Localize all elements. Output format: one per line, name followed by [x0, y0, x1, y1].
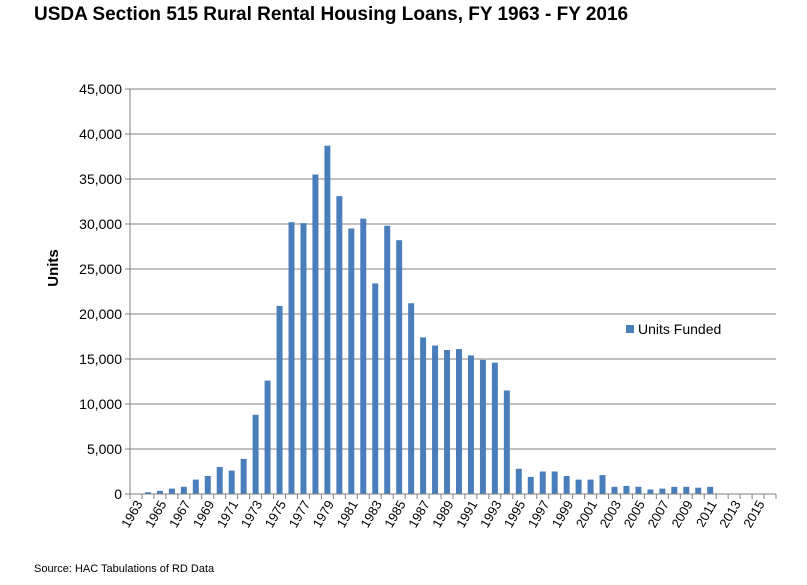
x-tick-label: 2015 — [740, 498, 767, 531]
axes — [129, 89, 777, 499]
y-tick-label: 20,000 — [79, 306, 122, 322]
bar-1989 — [444, 350, 451, 494]
x-tick-label: 1973 — [238, 498, 265, 531]
bar-1978 — [312, 174, 319, 494]
bar-1971 — [228, 470, 235, 494]
x-tick-label: 1971 — [214, 498, 241, 531]
bar-1986 — [408, 303, 415, 494]
bar-1999 — [563, 476, 570, 494]
x-tick-label: 1981 — [333, 498, 360, 531]
bar-2006 — [647, 489, 654, 494]
x-tick-label: 1995 — [501, 498, 528, 531]
bar-1967 — [180, 486, 187, 494]
bar-1964 — [144, 492, 151, 494]
bar-1977 — [300, 223, 307, 494]
x-tick-label: 2001 — [573, 498, 600, 531]
y-tick-label: 30,000 — [79, 216, 122, 232]
bar-2009 — [683, 486, 690, 494]
bar-2003 — [611, 486, 618, 494]
y-tick-label: 0 — [114, 486, 122, 502]
bar-2000 — [575, 479, 582, 494]
x-tick-label: 1975 — [262, 498, 289, 531]
bar-1968 — [192, 479, 199, 494]
x-tick-label: 1969 — [190, 498, 217, 531]
x-tick-label: 2007 — [644, 498, 671, 531]
bar-1983 — [372, 283, 379, 494]
bar-1987 — [420, 337, 427, 494]
y-tick-label: 40,000 — [79, 126, 122, 142]
bar-1973 — [252, 414, 259, 494]
bar-2007 — [659, 488, 666, 494]
gridlines — [130, 88, 776, 450]
x-tick-label: 1987 — [405, 498, 432, 531]
bar-1996 — [527, 476, 534, 494]
x-tick-labels: 1963196519671969197119731975197719791981… — [118, 498, 768, 531]
bar-1998 — [551, 471, 558, 494]
source-note: Source: HAC Tabulations of RD Data — [34, 563, 215, 575]
y-tick-label: 15,000 — [79, 351, 122, 367]
y-tick-label: 5,000 — [87, 441, 122, 457]
x-tick-label: 1991 — [453, 498, 480, 531]
bars — [132, 145, 714, 495]
y-axis-label: Units — [45, 249, 62, 287]
x-tick-label: 1983 — [357, 498, 384, 531]
bar-1966 — [168, 488, 175, 494]
bar-1972 — [240, 458, 247, 494]
bar-2010 — [695, 487, 702, 494]
bar-1981 — [348, 228, 355, 494]
bar-1969 — [204, 476, 211, 494]
bar-1997 — [539, 471, 546, 494]
bar-1985 — [396, 240, 403, 494]
x-tick-label: 2013 — [716, 498, 743, 531]
legend-swatch — [626, 325, 634, 333]
x-tick-label: 1967 — [166, 498, 193, 531]
y-tick-label: 45,000 — [79, 81, 122, 97]
x-tick-label: 1993 — [477, 498, 504, 531]
bar-1984 — [384, 225, 391, 495]
x-tick-label: 1999 — [549, 498, 576, 531]
bar-1993 — [491, 362, 498, 494]
y-tick-label: 35,000 — [79, 171, 122, 187]
x-tick-label: 2005 — [621, 498, 648, 531]
x-tick-label: 2011 — [693, 498, 720, 530]
bar-2011 — [707, 486, 714, 494]
x-tick-label: 1989 — [429, 498, 456, 531]
chart-title: USDA Section 515 Rural Rental Housing Lo… — [34, 4, 629, 25]
bar-2001 — [587, 479, 594, 494]
bar-1976 — [288, 222, 295, 494]
legend: Units Funded — [626, 321, 721, 337]
bar-1995 — [515, 468, 522, 494]
bar-1980 — [336, 196, 343, 494]
bar-1970 — [216, 467, 223, 494]
bar-1994 — [503, 390, 510, 494]
x-tick-label: 1963 — [118, 498, 145, 531]
y-tick-label: 25,000 — [79, 261, 122, 277]
bar-1990 — [455, 349, 462, 494]
bar-1988 — [432, 345, 439, 494]
bar-1992 — [479, 359, 486, 494]
bar-1979 — [324, 145, 331, 494]
bar-2008 — [671, 486, 678, 494]
bar-1974 — [264, 380, 271, 494]
y-tick-labels: 0 5,000 10,000 15,000 20,000 25,000 30,000 35,0… — [79, 81, 130, 502]
x-tick-label: 2009 — [668, 498, 695, 531]
x-tick-label: 1977 — [286, 498, 313, 531]
x-tick-label: 1979 — [310, 498, 337, 531]
legend-label-units-funded: Units Funded — [638, 321, 721, 337]
x-tick-label: 1985 — [381, 498, 408, 531]
x-tick-label: 2003 — [597, 498, 624, 531]
bar-2002 — [599, 475, 606, 494]
bar-1982 — [360, 218, 367, 494]
x-tick-label: 1997 — [525, 498, 552, 531]
bar-2005 — [635, 486, 642, 494]
bar-2004 — [623, 485, 630, 494]
bar-1975 — [276, 305, 283, 494]
x-tick-label: 1965 — [142, 498, 169, 531]
bar-1965 — [156, 490, 163, 494]
y-tick-label: 10,000 — [79, 396, 122, 412]
bar-1991 — [467, 355, 474, 494]
